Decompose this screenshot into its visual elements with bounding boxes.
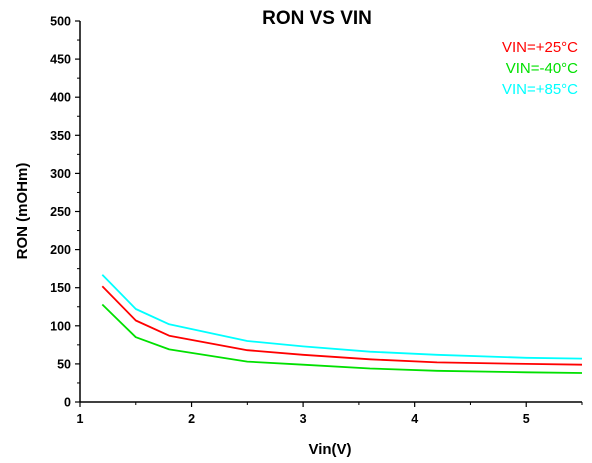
y-tick-label: 450 — [50, 53, 71, 67]
x-axis: 1 2 3 4 5 — [77, 402, 583, 426]
legend-entry-1: VIN=-40°C — [506, 60, 578, 77]
y-tick-label: 150 — [50, 281, 71, 295]
y-axis: 0 50 100 150 200 250 300 350 400 450 500 — [50, 15, 80, 410]
x-tick-label: 2 — [188, 412, 195, 426]
x-axis-label: Vin(V) — [308, 441, 351, 458]
x-tick-label: 5 — [523, 412, 530, 426]
series-line-2 — [101, 274, 583, 360]
y-tick-label: 200 — [50, 243, 71, 257]
legend-entry-0: VIN=+25°C — [502, 39, 578, 56]
y-tick-label: 400 — [50, 91, 71, 105]
series-line-0 — [101, 285, 583, 366]
chart-title: RON VS VIN — [262, 8, 372, 29]
x-tick-label: 4 — [411, 412, 418, 426]
y-tick-label: 250 — [50, 205, 71, 219]
series-lines — [101, 274, 583, 374]
y-tick-label: 50 — [57, 357, 71, 371]
y-tick-label: 350 — [50, 129, 71, 143]
legend: VIN=+25°C VIN=-40°C VIN=+85°C — [502, 39, 578, 98]
y-tick-label: 500 — [50, 15, 71, 29]
legend-entry-2: VIN=+85°C — [502, 81, 578, 98]
y-tick-label: 0 — [64, 396, 71, 410]
x-tick-label: 3 — [300, 412, 307, 426]
y-axis-label: RON (mOHm) — [14, 163, 31, 260]
y-tick-label: 300 — [50, 167, 71, 181]
series-line-1 — [101, 303, 583, 374]
x-tick-label: 1 — [77, 412, 84, 426]
y-tick-label: 100 — [50, 319, 71, 333]
